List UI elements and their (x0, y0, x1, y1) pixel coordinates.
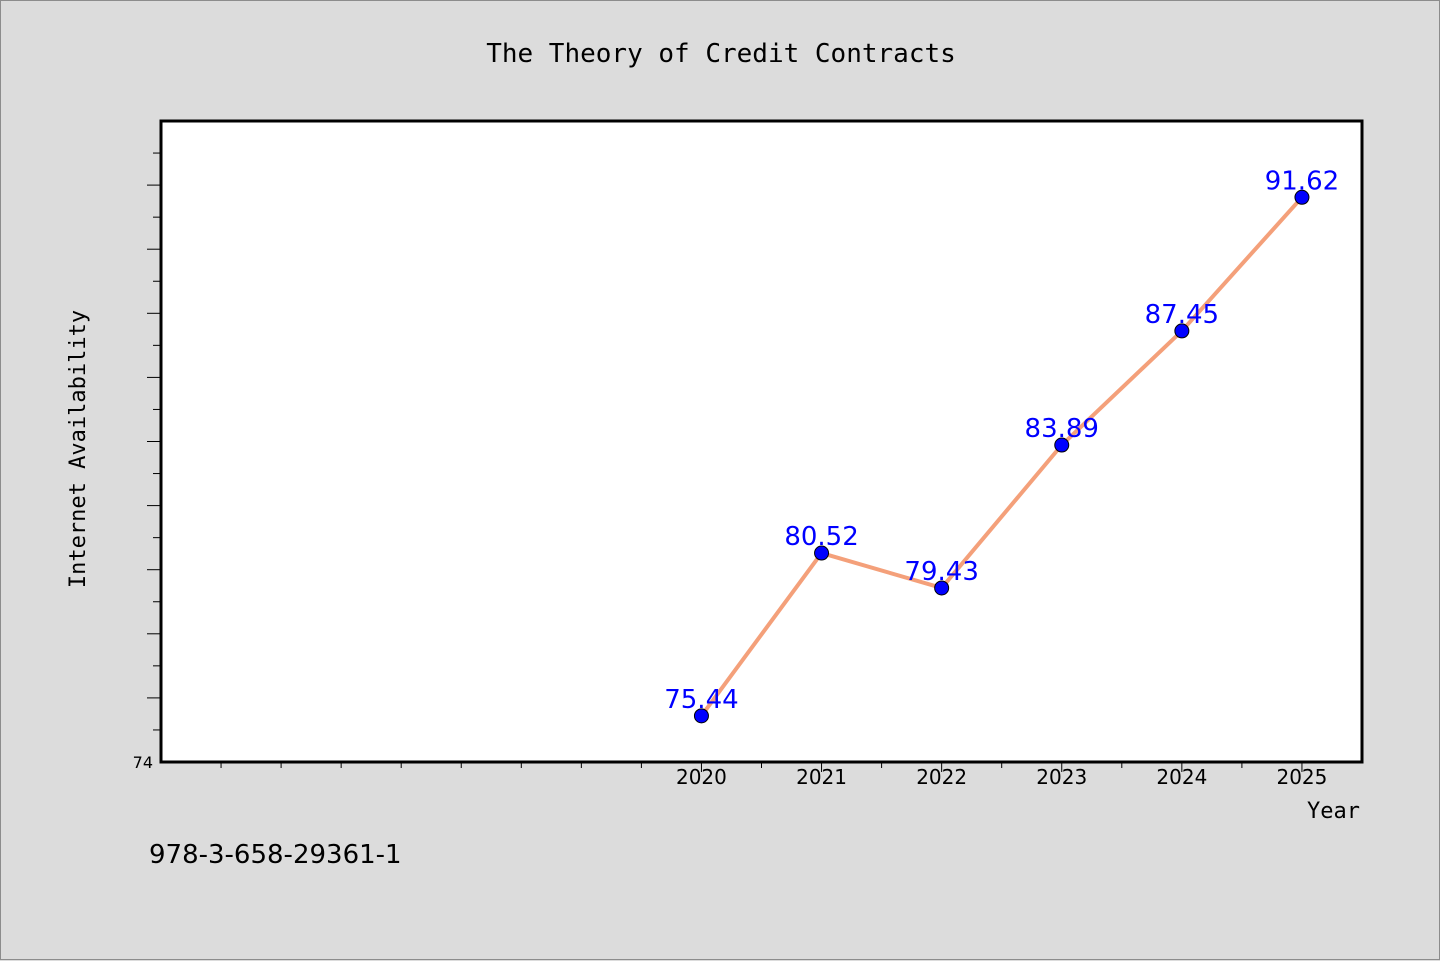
series-line (699, 195, 1304, 718)
x-tick-label: 2023 (1036, 765, 1087, 789)
data-point (1174, 323, 1190, 339)
isbn-text: 978-3-658-29361-1 (149, 840, 402, 870)
x-tick-label: 2025 (1276, 765, 1327, 789)
data-label: 87.45 (1145, 300, 1219, 330)
y-axis-label: Internet Availability (66, 310, 91, 588)
plot-area (159, 119, 1364, 764)
data-point (1054, 437, 1070, 453)
x-axis-label: Year (1307, 799, 1360, 824)
x-tick-label: 2020 (676, 765, 727, 789)
y-axis-ticks: 74 (133, 152, 161, 772)
data-label: 80.52 (784, 522, 858, 552)
y-tick-label: 74 (133, 753, 153, 772)
data-point (693, 708, 709, 724)
data-label: 79.43 (904, 557, 978, 587)
series-layer: 75.44 80.52 79.43 83.89 87.45 91.62 (664, 166, 1339, 724)
data-label: 91.62 (1265, 166, 1339, 196)
chart-title: The Theory of Credit Contracts (486, 39, 956, 69)
x-tick-label: 2024 (1156, 765, 1207, 789)
data-point (814, 545, 830, 561)
x-axis-ticks: 2020 2021 2022 2023 2024 2025 (220, 762, 1327, 789)
x-tick-label: 2021 (796, 765, 847, 789)
data-label: 75.44 (664, 685, 738, 715)
data-label: 83.89 (1025, 414, 1099, 444)
data-point (1294, 189, 1310, 205)
x-tick-label: 2022 (916, 765, 967, 789)
data-point (934, 580, 950, 596)
